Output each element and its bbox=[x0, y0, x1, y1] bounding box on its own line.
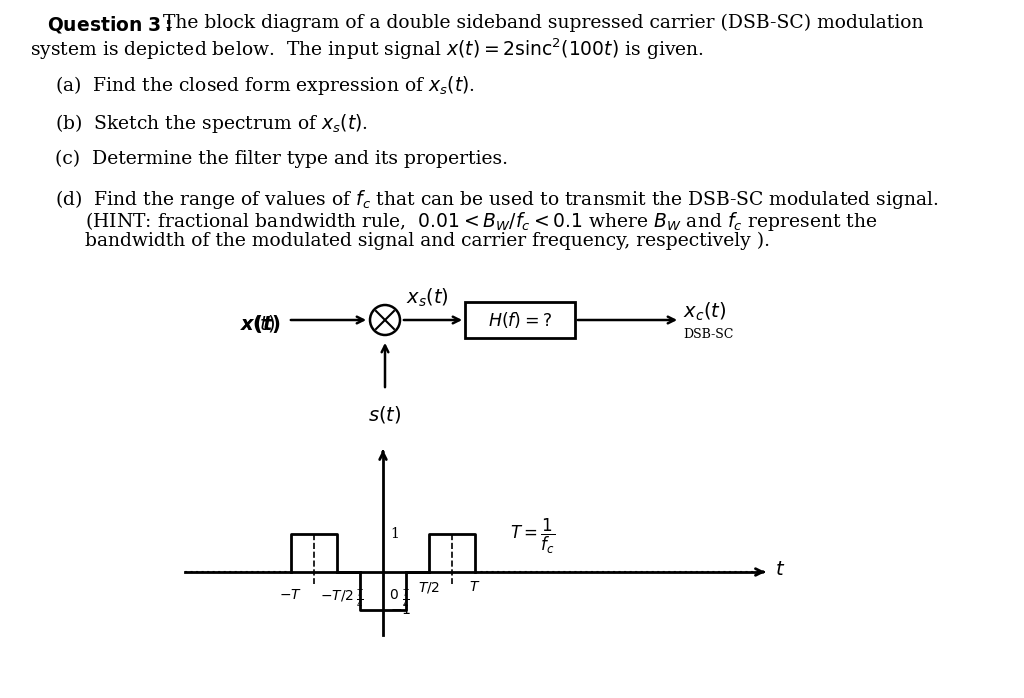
Text: (b)  Sketch the spectrum of $x_s(t)$.: (b) Sketch the spectrum of $x_s(t)$. bbox=[55, 112, 368, 135]
Text: (d)  Find the range of values of $f_c$ that can be used to transmit the DSB-SC m: (d) Find the range of values of $f_c$ th… bbox=[55, 188, 939, 211]
Text: $x_s(t)$: $x_s(t)$ bbox=[407, 287, 449, 309]
Text: $s(t)$: $s(t)$ bbox=[369, 404, 401, 425]
Text: The block diagram of a double sideband supressed carrier (DSB-SC) modulation: The block diagram of a double sideband s… bbox=[163, 14, 924, 32]
Text: $\frac{T}{4}$: $\frac{T}{4}$ bbox=[402, 588, 410, 610]
Text: $x_c(t)$: $x_c(t)$ bbox=[683, 301, 726, 323]
Text: $\frac{T}{4}$: $\frac{T}{4}$ bbox=[356, 588, 364, 610]
Text: $-T/2$: $-T/2$ bbox=[321, 588, 354, 603]
Text: $\mathbf{Question\ 3:}$: $\mathbf{Question\ 3:}$ bbox=[47, 14, 172, 35]
Text: system is depicted below.  The input signal $x(t) = 2\mathrm{sinc}^2(100t)$ is g: system is depicted below. The input sign… bbox=[30, 36, 703, 61]
Text: $-T$: $-T$ bbox=[280, 588, 302, 602]
Text: $\boldsymbol{x}$$\mathbf{(}$$\boldsymbol{t}$$\mathbf{)}$: $\boldsymbol{x}$$\mathbf{(}$$\boldsymbol… bbox=[240, 313, 281, 335]
Text: $-1$: $-1$ bbox=[390, 603, 412, 617]
Text: 1: 1 bbox=[390, 527, 399, 541]
Text: (c)  Determine the filter type and its properties.: (c) Determine the filter type and its pr… bbox=[55, 150, 508, 168]
Text: $T/2$: $T/2$ bbox=[418, 580, 440, 595]
Text: DSB-SC: DSB-SC bbox=[683, 327, 733, 341]
Text: $0$: $0$ bbox=[389, 588, 398, 602]
Text: $x(t)$: $x(t)$ bbox=[240, 313, 275, 334]
Text: $T$: $T$ bbox=[469, 580, 480, 594]
Text: $T = \dfrac{1}{f_c}$: $T = \dfrac{1}{f_c}$ bbox=[510, 517, 555, 556]
Bar bbox=[465, 302, 575, 338]
Text: (HINT: fractional bandwidth rule,  $0.01 < B_W/f_c < 0.1$ where $B_W$ and $f_c$ : (HINT: fractional bandwidth rule, $0.01 … bbox=[85, 210, 878, 233]
Text: $H(f) =?$: $H(f) =?$ bbox=[488, 310, 552, 330]
Text: (a)  Find the closed form expression of $x_s(t)$.: (a) Find the closed form expression of $… bbox=[55, 74, 475, 97]
Text: bandwidth of the modulated signal and carrier frequency, respectively ).: bandwidth of the modulated signal and ca… bbox=[85, 232, 770, 251]
Text: $t$: $t$ bbox=[775, 561, 785, 579]
